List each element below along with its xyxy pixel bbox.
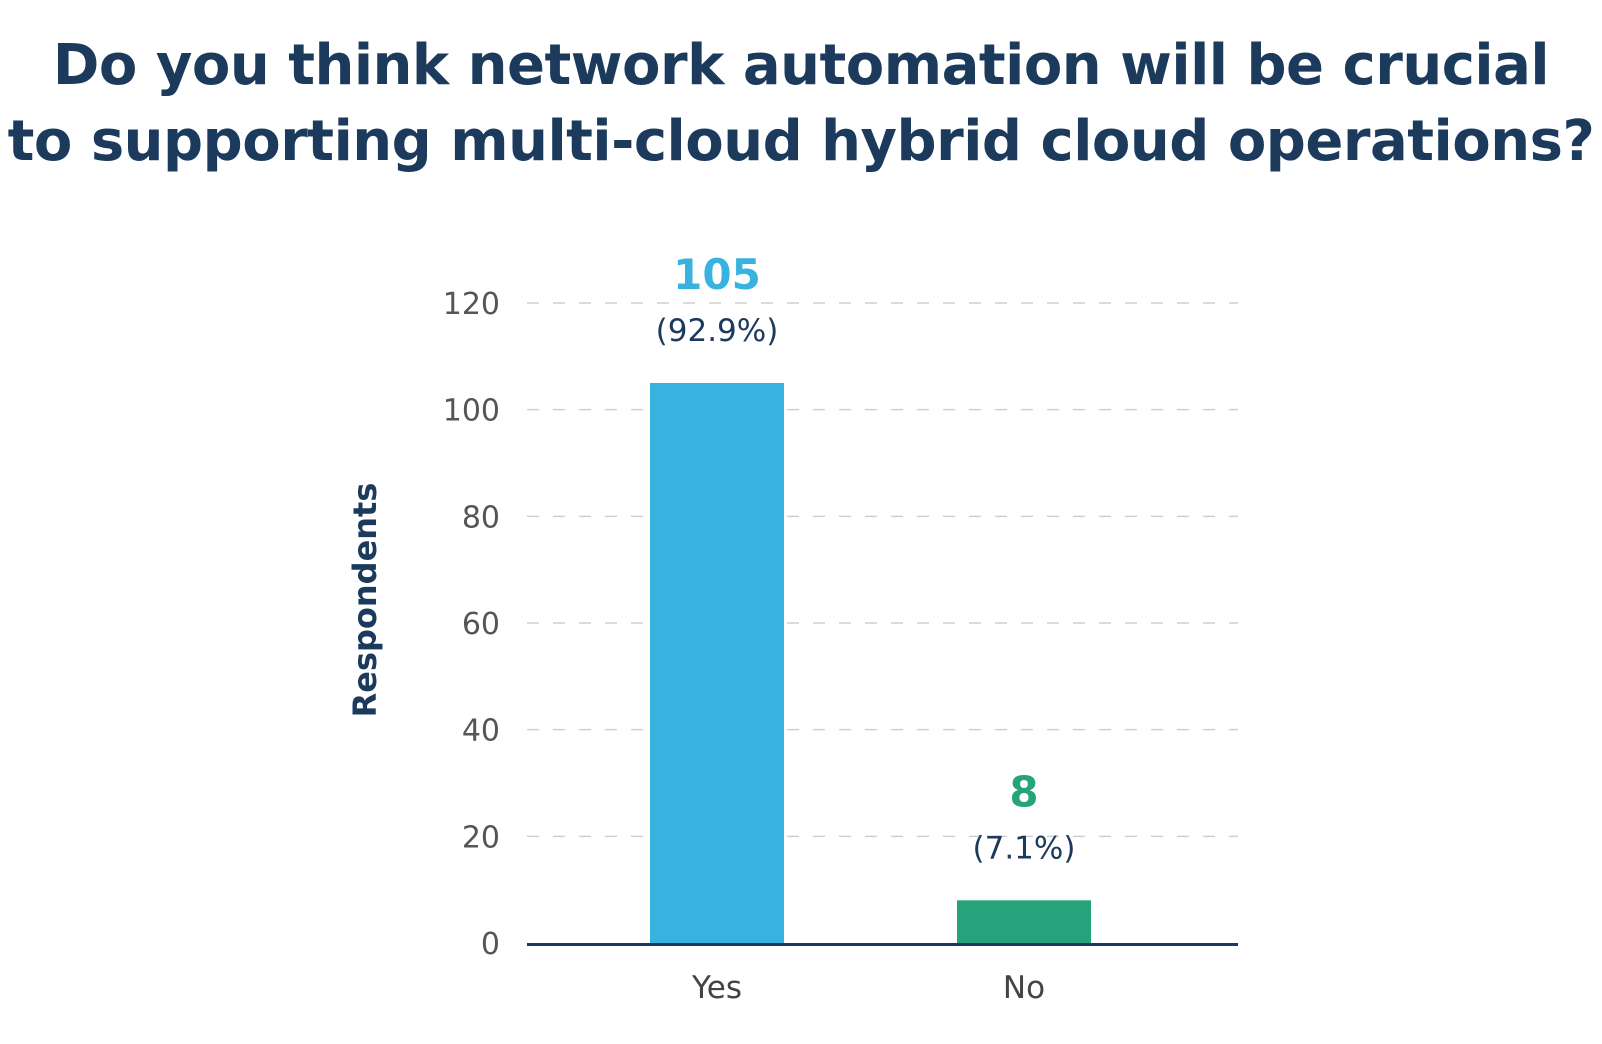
y-axis-ticks: 0 20 40 60 80 100 120	[443, 287, 500, 962]
bars	[650, 383, 1091, 943]
chart-title-line-1: Do you think network automation will be …	[52, 33, 1550, 98]
y-tick-label: 40	[462, 714, 500, 749]
bar-labels: 105 (92.9%) 8 (7.1%)	[656, 250, 1076, 866]
percent-label-yes: (92.9%)	[656, 313, 779, 349]
value-label-no: 8	[1009, 767, 1038, 816]
chart-title-line-2: to supporting multi-cloud hybrid cloud o…	[7, 109, 1595, 174]
y-tick-label: 80	[462, 500, 500, 535]
bar-yes	[650, 383, 784, 943]
chart-title: Do you think network automation will be …	[0, 28, 1602, 180]
y-tick-label: 60	[462, 607, 500, 642]
percent-label-no: (7.1%)	[973, 830, 1076, 866]
y-axis-label: Respondents	[346, 483, 384, 718]
y-tick-label: 100	[443, 394, 500, 429]
x-category-label: Yes	[691, 970, 742, 1006]
y-tick-label: 120	[443, 287, 500, 322]
y-tick-label: 20	[462, 820, 500, 855]
y-tick-label: 0	[481, 927, 500, 962]
x-category-label: No	[1003, 970, 1045, 1006]
x-axis-categories: Yes No	[691, 970, 1045, 1006]
bar-no	[957, 900, 1091, 943]
gridlines	[527, 302, 1238, 838]
value-label-yes: 105	[673, 250, 761, 299]
